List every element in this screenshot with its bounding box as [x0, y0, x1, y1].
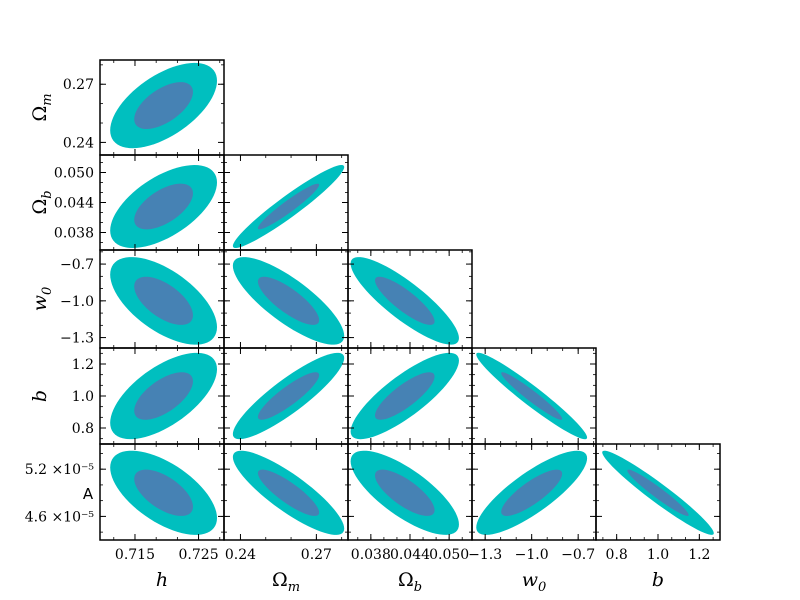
x-tick-label: 1.2 — [688, 547, 710, 563]
contour-inner-Omega_b-b — [374, 372, 435, 420]
y-tick-label: 1.0 — [72, 389, 94, 405]
contour-inner-Omega_b-A — [374, 469, 435, 516]
y-tick-label: 0.050 — [54, 166, 94, 182]
y-tick-label: −0.7 — [60, 257, 94, 273]
contour-inner-h-Omega_b — [134, 183, 193, 230]
y-tick-label: −1.3 — [60, 331, 94, 347]
contour-inner-h-w0 — [134, 276, 193, 325]
x-tick-label: 0.27 — [301, 547, 332, 563]
x-axis-label-Omega_m: Ωm — [272, 569, 300, 595]
x-tick-label: −1.0 — [515, 547, 549, 563]
contour-inner-h-Omega_m — [134, 82, 193, 130]
x-tick-label: 0.038 — [351, 547, 391, 563]
x-axis-label-Omega_b: Ωb — [398, 569, 422, 595]
y-tick-label: 0.044 — [54, 196, 94, 212]
contour-inner-Omega_m-A — [257, 469, 320, 516]
y-tick-label: 0.038 — [54, 226, 94, 242]
y-tick-label: 1.2 — [72, 357, 94, 373]
x-tick-label: 0.050 — [429, 547, 469, 563]
y-axis-label-b: b — [29, 390, 51, 402]
contour-inner-h-A — [134, 469, 193, 516]
x-tick-label: 0.715 — [115, 547, 155, 563]
y-tick-label: 5.2 ×10⁻⁵ — [25, 462, 95, 478]
contour-inner-Omega_b-w0 — [374, 276, 435, 325]
x-tick-label: 1.0 — [647, 547, 669, 563]
y-tick-label: 4.6 ×10⁻⁵ — [25, 509, 95, 525]
y-axis-label-Omega_b: Ωb — [29, 190, 55, 214]
y-axis-label-A: A — [83, 485, 94, 503]
y-axis-label-Omega_m: Ωm — [29, 93, 55, 121]
contour-inner-w0-b — [501, 372, 563, 420]
y-axis-label-w0: w0 — [29, 287, 55, 312]
x-axis-label-b: b — [652, 569, 664, 591]
contour-inner-h-b — [134, 372, 193, 420]
x-tick-label: 0.24 — [225, 547, 256, 563]
contour-inner-Omega_m-w0 — [257, 276, 320, 325]
contour-inner-Omega_m-b — [257, 372, 320, 420]
x-axis-label-h: h — [156, 569, 168, 591]
x-axis-label-w0: w0 — [522, 569, 547, 595]
y-tick-label: −1.0 — [60, 294, 94, 310]
x-tick-label: 0.044 — [390, 547, 430, 563]
y-tick-label: 0.24 — [63, 135, 94, 151]
contour-inner-w0-A — [501, 469, 563, 516]
x-tick-label: 0.8 — [606, 547, 628, 563]
contour-inner-Omega_m-Omega_b — [257, 183, 320, 230]
x-tick-label: −0.7 — [561, 547, 595, 563]
y-tick-label: 0.8 — [72, 421, 94, 437]
y-tick-label: 0.27 — [63, 77, 94, 93]
contour-inner-b-A — [627, 469, 689, 516]
x-tick-label: −1.3 — [468, 547, 502, 563]
x-tick-label: 0.725 — [179, 547, 219, 563]
